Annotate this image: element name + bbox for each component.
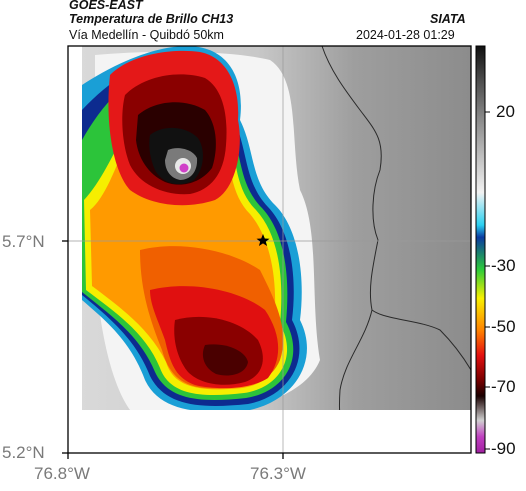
- satellite-title: GOES-EAST: [69, 0, 143, 12]
- colorbar-tick-label: -30: [491, 256, 516, 275]
- colorbar: [475, 45, 486, 454]
- colorbar-tick-label: -90: [491, 439, 516, 458]
- contour-maroon: [202, 344, 248, 376]
- border-line: [321, 46, 471, 371]
- product-title: Temperatura de Brillo CH13: [69, 12, 234, 26]
- lon-tick-label: 76.8°W: [34, 464, 90, 483]
- region-subtitle: Vía Medellín - Quibdó 50km: [69, 28, 224, 42]
- colorbar-tick-label: 20: [496, 102, 515, 121]
- star-icon: [256, 234, 270, 246]
- datetime-label: 2024-01-28 01:29: [356, 28, 455, 42]
- colorbar-tick-label: -50: [491, 317, 516, 336]
- colorbar-tick-label: -70: [491, 377, 516, 396]
- lat-tick-label: 5.7°N: [2, 232, 45, 251]
- lon-tick-label: 76.3°W: [250, 464, 306, 483]
- source-label: SIATA: [430, 12, 466, 26]
- map-frame: [67, 45, 472, 454]
- no-data-left: [68, 46, 82, 453]
- lat-tick-label: 5.2°N: [2, 443, 45, 462]
- north-cell-magenta-core: [179, 163, 189, 173]
- no-data-strip: [68, 410, 471, 453]
